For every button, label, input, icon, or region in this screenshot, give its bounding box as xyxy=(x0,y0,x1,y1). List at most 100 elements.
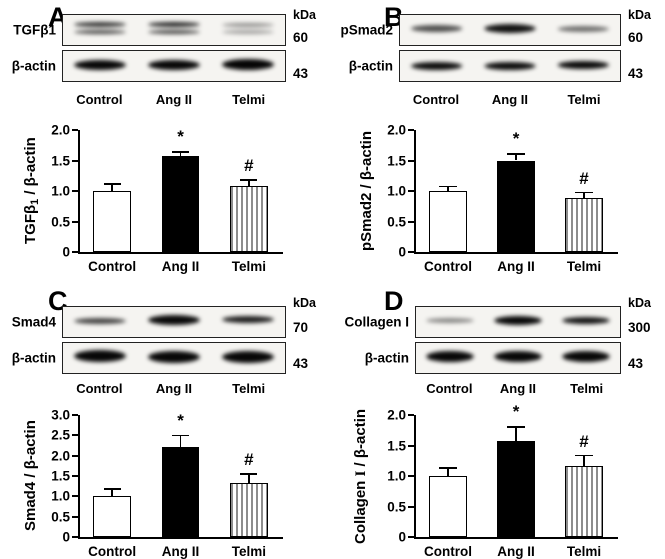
chart-y-tick-label: 1.0 xyxy=(51,183,70,199)
chart-x-tick-label: Ang II xyxy=(161,544,200,559)
blot-row-target-blot: TGFβ1 xyxy=(13,14,286,46)
chart-error-bar xyxy=(515,425,517,442)
chart-y-tick xyxy=(72,220,78,223)
chart-x-axis xyxy=(414,537,618,539)
chart-error-bar xyxy=(447,466,449,476)
chart-significance-marker: * xyxy=(177,410,184,430)
blot-label-loading-control: β-actin xyxy=(364,350,409,366)
chart-bar xyxy=(497,441,535,537)
blot-lane-label: Control xyxy=(426,381,473,396)
chart-significance-marker: * xyxy=(512,129,520,149)
chart-x-axis xyxy=(78,252,283,254)
kda-value-loading-control: 43 xyxy=(293,356,309,371)
chart-y-tick xyxy=(72,434,78,437)
chart-error-bar xyxy=(583,454,585,467)
chart-plot-area-c: 0 0.5 1.0 1.5 2.0 2.5 3.0 Control * Ang II # Telmi xyxy=(51,408,283,559)
blot-image-loading-control xyxy=(62,342,286,374)
blot-lane-labels: Control Ang II Telmi xyxy=(62,92,286,107)
chart-significance-marker: * xyxy=(512,401,520,421)
chart-y-tick xyxy=(72,495,78,498)
blot-lane-label: Ang II xyxy=(491,92,529,107)
chart-error-bar xyxy=(583,191,585,198)
chart-error-cap xyxy=(575,454,593,457)
chart-y-tick xyxy=(72,475,78,477)
kda-header: kDa xyxy=(293,296,316,310)
chart-bar xyxy=(161,155,200,252)
blot-label-loading-control: β-actin xyxy=(348,58,393,74)
chart-x-tick-label: Telmi xyxy=(566,544,602,559)
blot-lane-labels: Control Ang II Telmi xyxy=(415,381,621,396)
chart-error-bar xyxy=(111,183,114,191)
chart-y-tick xyxy=(72,129,78,131)
chart-y-tick-label: 0 xyxy=(398,244,406,260)
chart-error-cap xyxy=(240,178,258,181)
chart-error-bar xyxy=(179,151,182,156)
blot-lane-label: Telmi xyxy=(567,92,601,107)
chart-bar xyxy=(93,495,131,537)
blot-lane-label: Control xyxy=(76,92,123,107)
chart-y-tick-label: 0.5 xyxy=(387,499,406,514)
chart-plot-area-a: 0 0.5 1.0 1.5 2.0 Control * Ang II # Telmi xyxy=(51,123,283,274)
chart-y-tick xyxy=(72,536,78,538)
chart-y-tick xyxy=(408,129,414,131)
chart-y-tick-label: 0.5 xyxy=(51,214,70,229)
chart-error-cap xyxy=(575,191,593,194)
chart-y-tick-label: 1.0 xyxy=(387,468,406,484)
blot-image-target xyxy=(399,14,621,46)
blot-group-b: pSmad2 β-actin xyxy=(340,14,621,86)
chart-y-tick-label: 2.0 xyxy=(51,122,70,138)
blot-label-target: Collagen I xyxy=(344,314,409,330)
blot-label-target: TGFβ1 xyxy=(13,22,56,38)
chart-plot-area-d: 0 0.5 1.0 1.5 2.0 Control * Ang II # Telmi xyxy=(387,402,618,559)
chart-x-tick-label: Control xyxy=(88,259,137,274)
chart-y-tick-label: 1.0 xyxy=(387,183,406,199)
blot-row-target-blot: Collagen I xyxy=(344,306,621,338)
blot-lane-labels: Control Ang II Telmi xyxy=(399,92,621,107)
chart-x-tick-label: Telmi xyxy=(231,544,266,559)
chart-y-tick xyxy=(72,190,78,192)
blot-row-target-blot: Smad4 xyxy=(12,306,286,338)
chart-error-bar xyxy=(515,153,517,161)
chart-error-cap xyxy=(103,183,121,185)
chart-bar xyxy=(565,197,603,252)
chart-error-cap xyxy=(103,488,121,490)
chart-y-axis xyxy=(414,415,416,538)
blot-lane-labels: Control Ang II Telmi xyxy=(62,381,286,396)
blot-lane-label: Control xyxy=(76,381,123,396)
chart-y-tick-label: 1.0 xyxy=(51,488,70,504)
chart-error-bar xyxy=(247,472,250,483)
chart-y-axis xyxy=(78,130,80,253)
blot-bands xyxy=(400,51,620,81)
blot-image-target xyxy=(62,306,286,338)
blot-label-target: pSmad2 xyxy=(340,22,393,38)
panel-letter-d: D xyxy=(384,286,404,316)
kda-value-target: 70 xyxy=(293,320,309,335)
kda-header: kDa xyxy=(628,8,651,22)
blot-group-c: Smad4 β-actin xyxy=(12,306,286,378)
chart-y-tick xyxy=(72,251,78,253)
blot-row-loading-control-blot: β-actin xyxy=(12,342,286,374)
chart-y-tick-label: 1.5 xyxy=(51,153,70,168)
chart-x-tick-label: Control xyxy=(424,544,472,559)
chart-x-tick-label: Control xyxy=(88,544,137,559)
blot-image-loading-control xyxy=(399,50,621,82)
chart-error-bar xyxy=(111,488,114,496)
chart-significance-marker: # xyxy=(244,155,254,175)
blot-group-d: Collagen I β-actin xyxy=(344,306,621,378)
blot-lane-label: Ang II xyxy=(499,381,537,396)
chart-x-tick-label: Telmi xyxy=(231,259,266,274)
chart-y-tick-label: 0 xyxy=(62,244,70,260)
kda-value-loading-control: 43 xyxy=(628,356,644,371)
kda-header: kDa xyxy=(628,296,651,310)
panel-letter-b: B xyxy=(384,2,404,32)
blot-row-target-blot: pSmad2 xyxy=(340,14,621,46)
chart-y-tick-label: 1.5 xyxy=(387,153,406,168)
chart-x-tick-label: Telmi xyxy=(566,259,602,274)
blot-bands xyxy=(400,15,620,45)
chart-error-cap xyxy=(507,153,525,155)
blot-bands xyxy=(416,307,620,337)
blot-group-a: TGFβ1 β-actin xyxy=(12,14,286,86)
chart-y-axis xyxy=(78,415,80,538)
chart-bar xyxy=(497,160,535,252)
